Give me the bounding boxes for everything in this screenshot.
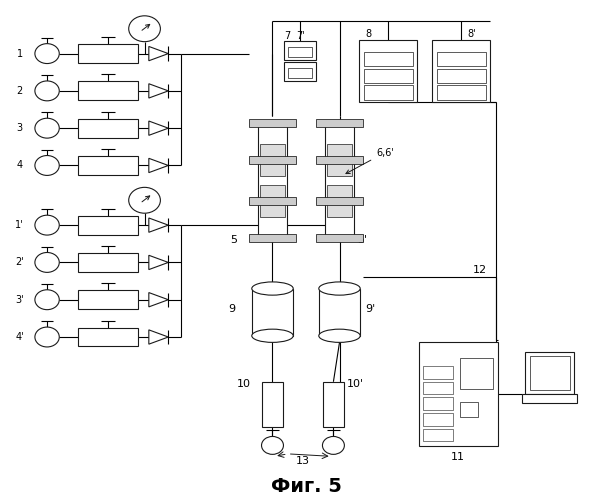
- Bar: [316, 234, 364, 241]
- Ellipse shape: [319, 329, 360, 342]
- Circle shape: [35, 156, 59, 176]
- Bar: [364, 68, 413, 83]
- Text: 2': 2': [15, 258, 24, 268]
- Bar: [78, 216, 138, 234]
- Bar: [529, 356, 570, 390]
- Text: 5': 5': [357, 234, 367, 244]
- Bar: [262, 382, 283, 426]
- Bar: [258, 123, 287, 238]
- Bar: [419, 342, 498, 446]
- Circle shape: [35, 44, 59, 64]
- Bar: [460, 358, 493, 389]
- Circle shape: [35, 215, 59, 235]
- Text: Фиг. 5: Фиг. 5: [271, 476, 341, 496]
- Text: 1: 1: [17, 48, 23, 58]
- Text: 4': 4': [15, 332, 24, 342]
- Text: 9: 9: [229, 304, 236, 314]
- Circle shape: [35, 81, 59, 101]
- Bar: [364, 86, 413, 100]
- Bar: [423, 398, 453, 410]
- Circle shape: [129, 188, 160, 213]
- Bar: [359, 40, 417, 102]
- Bar: [78, 253, 138, 272]
- Bar: [78, 156, 138, 175]
- Polygon shape: [149, 256, 168, 270]
- Text: 5: 5: [231, 234, 237, 244]
- Bar: [252, 288, 293, 336]
- Text: 9': 9': [365, 304, 375, 314]
- Text: 10': 10': [347, 378, 364, 388]
- Bar: [319, 288, 360, 336]
- Bar: [323, 382, 344, 426]
- Ellipse shape: [252, 329, 293, 342]
- Bar: [316, 119, 364, 127]
- Text: 4: 4: [17, 160, 23, 170]
- Bar: [248, 156, 296, 164]
- Bar: [316, 156, 364, 164]
- Bar: [522, 394, 577, 404]
- Circle shape: [35, 252, 59, 272]
- Ellipse shape: [319, 282, 360, 295]
- Bar: [78, 118, 138, 138]
- Bar: [423, 366, 453, 378]
- Circle shape: [129, 16, 160, 42]
- Bar: [423, 382, 453, 394]
- Ellipse shape: [252, 282, 293, 295]
- Text: 2: 2: [17, 86, 23, 96]
- Text: 1': 1': [15, 220, 24, 230]
- Polygon shape: [149, 292, 168, 307]
- Bar: [78, 82, 138, 100]
- Polygon shape: [149, 158, 168, 172]
- Text: 7': 7': [296, 30, 305, 40]
- Bar: [288, 46, 312, 57]
- Text: 11: 11: [451, 452, 465, 462]
- Bar: [248, 119, 296, 127]
- Bar: [525, 352, 574, 394]
- Bar: [364, 52, 413, 66]
- Bar: [284, 41, 316, 60]
- Circle shape: [35, 118, 59, 138]
- Bar: [260, 144, 285, 176]
- Polygon shape: [149, 330, 168, 344]
- Bar: [78, 290, 138, 309]
- Text: 12: 12: [473, 265, 487, 275]
- Bar: [260, 185, 285, 217]
- Circle shape: [35, 290, 59, 310]
- Text: 13: 13: [296, 456, 310, 466]
- Bar: [433, 40, 490, 102]
- Bar: [288, 68, 312, 78]
- Polygon shape: [149, 46, 168, 61]
- Bar: [423, 428, 453, 441]
- Bar: [325, 123, 354, 238]
- Bar: [460, 402, 478, 417]
- Text: 8: 8: [365, 30, 371, 40]
- Circle shape: [35, 327, 59, 347]
- Bar: [284, 62, 316, 81]
- Bar: [437, 86, 486, 100]
- Bar: [437, 68, 486, 83]
- Bar: [78, 44, 138, 63]
- Text: 3': 3': [15, 294, 24, 304]
- Circle shape: [323, 436, 345, 454]
- Text: 3: 3: [17, 123, 23, 133]
- Text: 10: 10: [237, 378, 250, 388]
- Bar: [316, 197, 364, 205]
- Text: 7: 7: [284, 30, 290, 40]
- Bar: [248, 234, 296, 241]
- Bar: [78, 328, 138, 346]
- Bar: [327, 144, 352, 176]
- Circle shape: [261, 436, 283, 454]
- Bar: [248, 197, 296, 205]
- Bar: [437, 52, 486, 66]
- Text: 6,6': 6,6': [346, 148, 394, 174]
- Polygon shape: [149, 218, 168, 232]
- Bar: [423, 413, 453, 426]
- Text: 8': 8': [468, 30, 476, 40]
- Polygon shape: [149, 121, 168, 136]
- Polygon shape: [149, 84, 168, 98]
- Bar: [327, 185, 352, 217]
